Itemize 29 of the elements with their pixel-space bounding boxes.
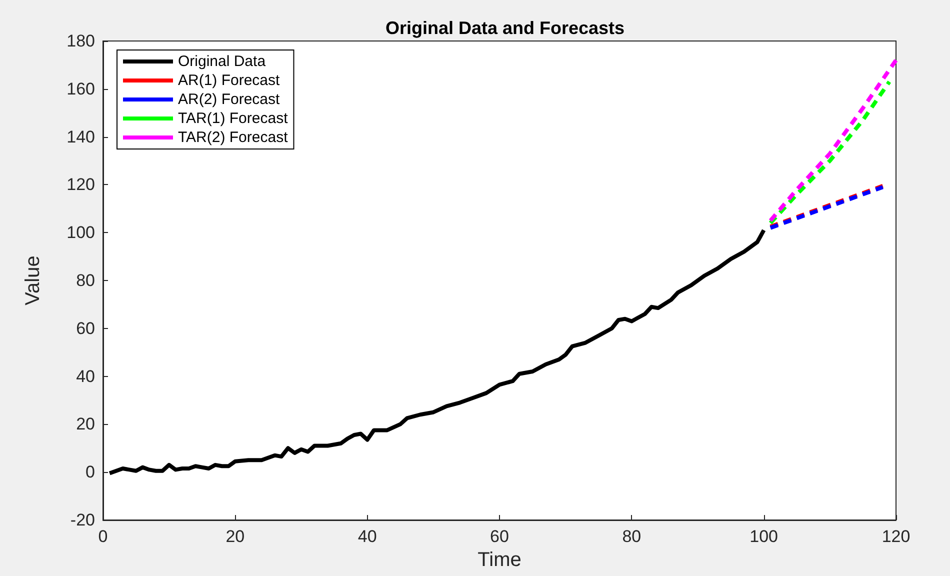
- legend-label: AR(2) Forecast: [178, 91, 281, 108]
- line-series: [768, 80, 892, 226]
- x-tick-label: 60: [490, 527, 509, 546]
- y-tick-label: 100: [66, 223, 95, 242]
- legend-label: TAR(1) Forecast: [178, 110, 289, 127]
- x-tick-label: 100: [750, 527, 778, 546]
- x-tick-label: 120: [882, 527, 910, 546]
- x-tick-label: 0: [98, 527, 108, 546]
- y-tick-label: 80: [76, 271, 95, 290]
- y-tick-label: 40: [76, 366, 95, 386]
- y-tick-label: 120: [66, 175, 95, 194]
- y-tick-label: 140: [66, 127, 95, 146]
- line-series: [768, 58, 898, 223]
- legend-label: Original Data: [178, 53, 266, 70]
- y-tick-label: 160: [66, 79, 95, 98]
- line-series: [108, 228, 766, 476]
- x-tick-label: 80: [622, 527, 642, 546]
- x-tick-label: 40: [358, 527, 377, 546]
- y-tick-label: 0: [86, 462, 95, 482]
- y-tick-label: 180: [66, 32, 95, 50]
- y-tick-label: 60: [76, 318, 95, 338]
- y-tick-label: -20: [70, 510, 95, 530]
- legend-label: TAR(2) Forecast: [178, 129, 289, 146]
- x-axis-title: Time: [478, 548, 522, 571]
- chart-title: Original Data and Forecasts: [385, 18, 625, 38]
- y-tick-label: 20: [76, 414, 95, 434]
- y-axis-title: Value: [22, 256, 44, 306]
- legend-label: AR(1) Forecast: [178, 72, 281, 89]
- x-tick-label: 20: [226, 527, 245, 546]
